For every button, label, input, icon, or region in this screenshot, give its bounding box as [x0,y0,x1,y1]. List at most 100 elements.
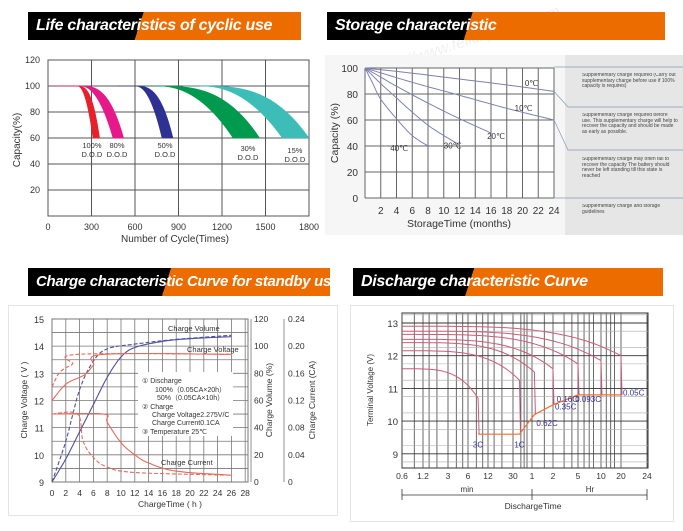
y-axis-title: Capacity (%) [329,103,341,163]
x-tick-label: 14 [470,206,482,217]
charge-current-dashed-line [51,411,232,476]
dod-sublabel: D.O.D [82,150,103,159]
curve-label: 30℃ [444,142,462,151]
dod-band-50 [134,85,174,139]
legend-line: 50%（0.05CA×10h） [157,394,224,402]
y-tick-label: 20 [347,168,359,179]
rate-label: 0.16C [557,395,579,404]
dod-sublabel: D.O.D [238,153,259,162]
discharge-curve-0.16C [402,333,580,395]
x-tick-label: 22 [199,488,209,498]
min-unit-label: min [461,485,474,494]
charge-voltage-label: Charge Voltage [187,345,239,354]
curve-label: 10℃ [515,104,533,113]
x-tick-label: 28 [240,488,250,498]
guideline-text-box: Supplementary charge required before use… [582,113,678,135]
y-tick-label: 9 [393,450,398,461]
x-tick-label: 16 [485,206,497,217]
x-tick-label: 20 [517,206,529,217]
discharge-characteristic-header: Discharge characteristic Curve [353,268,663,296]
y-tick-label: 10 [34,451,44,461]
x-tick-label: 1200 [212,222,232,232]
y-tick-label: 0 [352,194,358,205]
x-tick-label: 16 [158,488,168,498]
x-tick-label: 18 [501,206,513,217]
charge-current-label: Charge Current [161,458,214,467]
x-tick-label: 10 [596,471,606,481]
discharge-curve-0.35C [402,338,555,405]
y-tick-label: 80 [347,90,359,101]
x-tick-label: 6 [409,206,415,217]
current-tick-label: 0.12 [288,395,305,405]
x-tick-label: 24 [548,206,560,217]
dod-sublabel: D.O.D [155,150,176,159]
y-axis-title: Charge Voltage ( V ) [19,361,29,438]
guideline-text-box: Supplementary charge may often fail to r… [582,157,669,179]
current-tick-label: 0.16 [288,368,305,378]
x-tick-label: 26 [227,488,237,498]
dod-band-100 [76,85,100,139]
dod-sublabel: D.O.D [285,155,306,164]
charge-volume-solid-line [51,336,232,483]
y-tick-label: 13 [34,369,44,379]
x-tick-label: 20 [616,471,626,481]
y-tick-label: 12 [387,352,398,363]
x-tick-label: 18 [171,488,181,498]
x-tick-label: 4 [77,488,82,498]
current-axis-title: Charge Current (CA) [307,361,317,440]
volume-tick-label: 0 [254,477,259,487]
charge-volume-dashed-line [51,334,232,483]
legend-line: ③ Temperature 25℃ [142,428,207,436]
x-tick-label: 5 [576,471,581,481]
x-tick-label: 12 [130,488,140,498]
rate-label: 0.35C [555,403,577,412]
current-tick-label: 0 [288,477,293,487]
x-axis-title: ChargeTime ( h ) [138,499,202,509]
guideline-text-box: Supplementary charge required (Carry out… [582,73,676,89]
current-tick-label: 0.08 [288,423,305,433]
guideline-text-box: Supplementary charge and storage guideli… [582,204,660,214]
volume-tick-label: 80 [254,368,264,378]
y-tick-label: 40 [347,142,359,153]
y-tick-label: 40 [30,159,40,169]
hr-unit-label: Hr [586,485,595,494]
discharge-curve-3C [402,368,480,435]
y-tick-label: 15 [34,315,44,325]
legend-line: Charge Current0.1CA [152,420,220,427]
x-tick-label: 0.6 [396,471,408,481]
y-tick-label: 120 [25,55,40,65]
y-tick-label: 9 [39,478,44,488]
discharge-curve-0.05C [402,325,623,395]
y-tick-label: 12 [34,396,44,406]
legend-line: Charge Voltage2.275V/C [152,412,229,419]
dod-band-80 [79,85,125,139]
x-tick-label: 12 [483,471,493,481]
rate-label: 3C [473,440,483,449]
y-tick-label: 20 [30,185,40,195]
x-tick-label: 1500 [255,222,275,232]
x-tick-label: 10 [116,488,126,498]
x-tick-label: 24 [642,471,652,481]
charge-current-solid-line [51,412,232,476]
x-tick-label: 4 [394,206,400,217]
y-tick-label: 100 [25,81,40,91]
dod-label: 15% [287,146,302,155]
y-tick-label: 10 [387,417,398,428]
dod-label: 100% [82,141,102,150]
y-tick-label: 60 [347,116,359,127]
dod-sublabel: D.O.D [107,150,128,159]
current-tick-label: 0.20 [288,341,305,351]
x-tick-label: 20 [185,488,195,498]
storage-curve-4 [364,67,429,147]
x-tick-label: 22 [533,206,545,217]
x-tick-label: 1800 [299,222,319,232]
volume-tick-label: 120 [254,314,268,324]
x-tick-label: 6 [466,471,471,481]
y-tick-label: 11 [35,424,44,434]
legend-line: 100%（0.05CA×20h） [155,386,226,394]
legend-line: ② Charge [142,403,173,411]
x-tick-label: 14 [144,488,154,498]
y-tick-label: 13 [387,319,398,330]
discharge-curve-0.62C [402,342,536,415]
